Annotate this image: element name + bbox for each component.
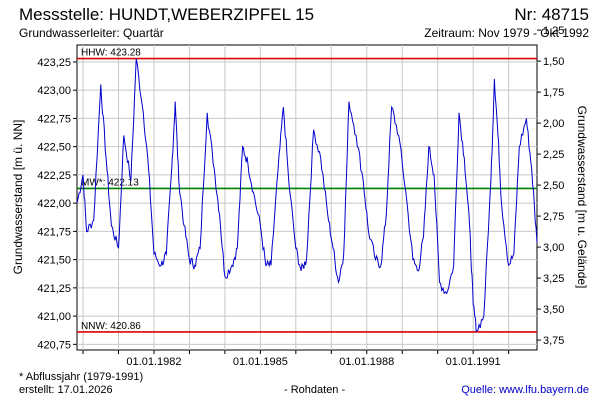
x-tick-label: 01.01.1985 (233, 356, 288, 368)
y-tick-label: 422,00 (37, 198, 71, 210)
reference-lines: HHW: 423.28 MW*: 422.13 NNW: 420.86 (77, 48, 537, 333)
y2-axis-label: Grundwasserstand [m u. Gelände] (575, 106, 589, 289)
x-tick-label: 01.01.1982 (126, 356, 181, 368)
y-tick-label: 421,75 (37, 226, 71, 238)
reference-label-mean: MW*: 422.13 (81, 177, 139, 188)
source-link[interactable]: Quelle: www.lfu.bayern.de (461, 384, 589, 396)
y2-tick-label: 2,50 (543, 180, 564, 192)
x-tick-label: 01.01.1991 (446, 356, 501, 368)
y-axis-right: 1,25 1,50 1,75 2,00 2,25 2,50 2,75 3,00 3,25 3,50… (537, 25, 564, 347)
series-layer (76, 58, 538, 333)
footnote: * Abflussjahr (1979-1991) (19, 371, 144, 383)
y2-tick-label: 3,75 (543, 335, 564, 347)
y2-tick-label: 3,00 (543, 242, 564, 254)
period-label: Zeitraum: Nov 1979 - Okt 1992 (424, 26, 589, 40)
y2-tick-label: 3,25 (543, 273, 564, 285)
y2-tick-label: 1,50 (543, 56, 564, 68)
y-tick-label: 423,00 (37, 85, 71, 97)
y2-tick-label: 2,25 (543, 149, 564, 161)
reference-label-high: HHW: 423.28 (81, 48, 141, 59)
station-number: Nr: 48715 (514, 5, 589, 24)
y-tick-label: 421,25 (37, 283, 71, 295)
y-tick-label: 420,75 (37, 339, 71, 351)
y-tick-label: 421,00 (37, 311, 71, 323)
page-title: Messstelle: HUNDT,WEBERZIPFEL 15 (19, 5, 315, 24)
y2-tick-label: 3,50 (543, 304, 564, 316)
y-tick-label: 422,50 (37, 142, 71, 154)
y2-tick-label: 1,75 (543, 87, 564, 99)
reference-label-low: NNW: 420.86 (81, 321, 141, 332)
y-axis-left: 420,75 421,00 421,25 421,50 421,75 422,00 422,… (37, 57, 77, 351)
y2-tick-label: 2,00 (543, 118, 564, 130)
y-tick-label: 421,50 (37, 255, 71, 267)
y-tick-label: 423,25 (37, 57, 71, 69)
y2-tick-label: 1,25 (543, 25, 564, 37)
y-axis-label: Grundwasserstand [m ü. NN] (11, 120, 25, 275)
plot-frame (76, 44, 538, 351)
y2-tick-label: 2,75 (543, 211, 564, 223)
x-axis: 01.01.1982 01.01.1985 01.01.1988 01.01.1991 (82, 350, 510, 368)
aquifer-label: Grundwasserleiter: Quartär (19, 26, 164, 40)
created-date: erstellt: 17.01.2026 (19, 384, 113, 396)
y-tick-label: 422,75 (37, 113, 71, 125)
x-tick-label: 01.01.1988 (339, 356, 394, 368)
series-line (76, 58, 538, 333)
y-tick-label: 422,25 (37, 170, 71, 182)
grid (77, 45, 537, 350)
raw-data-label: - Rohdaten - (284, 384, 346, 396)
